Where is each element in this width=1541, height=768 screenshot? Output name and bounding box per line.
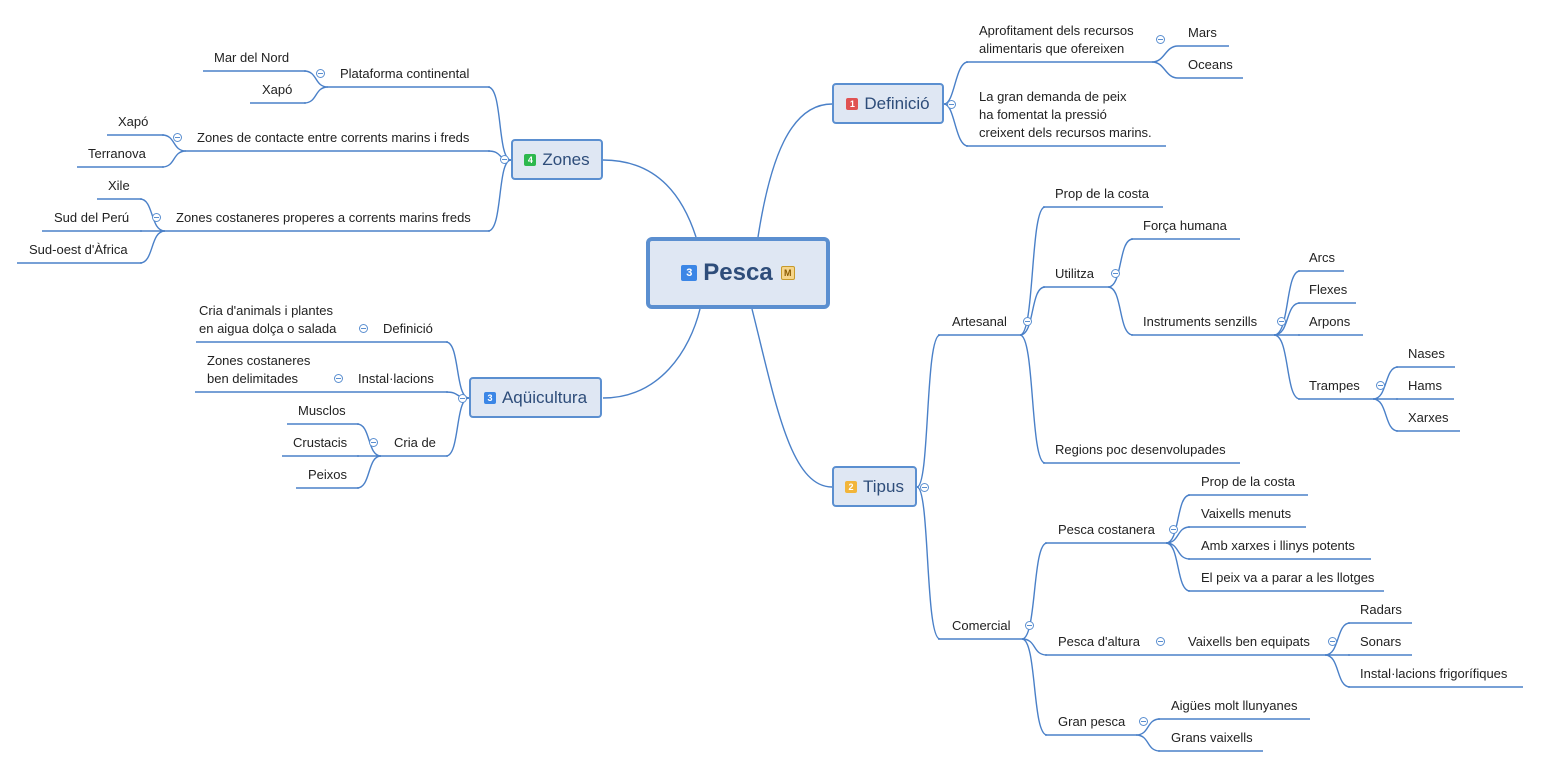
subtopic-line[interactable]: Zones costaneres	[207, 353, 311, 368]
topic-tipus[interactable]: 2 Tipus	[832, 466, 917, 507]
collapse-icon[interactable]	[152, 213, 161, 222]
central-topic-label: Pesca	[703, 259, 773, 286]
collapse-icon[interactable]	[359, 324, 368, 333]
subtopic-line[interactable]: alimentaris que ofereixen	[979, 41, 1125, 56]
topic-label: Zones	[542, 149, 590, 169]
collapse-icon[interactable]	[1169, 525, 1178, 534]
subtopic-line[interactable]: ha fomentat la pressió	[979, 107, 1107, 122]
topic-zones[interactable]: 4 Zones	[511, 139, 603, 180]
subtopic-regions[interactable]: Regions poc desenvolupades	[1055, 442, 1226, 457]
subtopic-c-peix[interactable]: El peix va a parar a les llotges	[1201, 570, 1375, 585]
collapse-icon[interactable]	[334, 374, 343, 383]
subtopic-plataforma[interactable]: Plataforma continental	[340, 66, 470, 81]
collapse-icon[interactable]	[1277, 317, 1286, 326]
subtopic-artesanal[interactable]: Artesanal	[952, 314, 1007, 329]
subtopic-africa[interactable]: Sud-oest d'Àfrica	[29, 242, 128, 257]
subtopic-forca-humana[interactable]: Força humana	[1143, 218, 1227, 233]
subtopic-peru[interactable]: Sud del Perú	[54, 210, 130, 225]
subtopic-line[interactable]: en aigua dolça o salada	[199, 321, 337, 336]
subtopic-xarxes[interactable]: Xarxes	[1408, 410, 1449, 425]
topic-label: Aqüicultura	[501, 387, 588, 407]
priority-badge-icon: 2	[845, 480, 858, 493]
subtopic-peixos[interactable]: Peixos	[308, 467, 348, 482]
subtopic-arcs[interactable]: Arcs	[1309, 250, 1335, 265]
topic-aquicultura[interactable]: 3 Aqüicultura	[469, 377, 602, 418]
subtopic-sonars[interactable]: Sonars	[1360, 634, 1402, 649]
subtopic-definicio[interactable]: Definició	[383, 321, 433, 336]
subtopic-grans-vaixells[interactable]: Grans vaixells	[1171, 730, 1253, 745]
subtopic-line[interactable]: Aprofitament dels recursos	[979, 23, 1134, 38]
subtopic-c-vaixells[interactable]: Vaixells menuts	[1201, 506, 1292, 521]
subtopic-xapo[interactable]: Xapó	[118, 114, 149, 129]
subtopic-comercial[interactable]: Comercial	[952, 618, 1011, 633]
collapse-icon[interactable]	[1156, 35, 1165, 44]
priority-badge-icon: 1	[846, 97, 859, 110]
topic-definicio[interactable]: 1 Definició	[832, 83, 944, 124]
collapse-icon[interactable]	[1328, 637, 1337, 646]
topic-label: Tipus	[863, 476, 904, 496]
collapse-icon[interactable]	[500, 155, 509, 164]
subtopic-musclos[interactable]: Musclos	[298, 403, 346, 418]
central-topic-pesca[interactable]: 3 Pesca M	[646, 237, 830, 309]
subtopic-aigues[interactable]: Aigües molt llunyanes	[1171, 698, 1298, 713]
subtopic-xile[interactable]: Xile	[108, 178, 130, 193]
subtopic-utilitza[interactable]: Utilitza	[1055, 266, 1095, 281]
collapse-icon[interactable]	[1025, 621, 1034, 630]
subtopic-terranova[interactable]: Terranova	[88, 146, 146, 161]
subtopic-pesca-costanera[interactable]: Pesca costanera	[1058, 522, 1155, 537]
priority-badge-icon: 3	[681, 265, 698, 281]
collapse-icon[interactable]	[920, 483, 929, 492]
subtopic-mar-nord[interactable]: Mar del Nord	[214, 50, 290, 65]
subtopic-costaneres[interactable]: Zones costaneres properes a corrents mar…	[176, 210, 471, 225]
collapse-icon[interactable]	[1111, 269, 1120, 278]
subtopic-mars[interactable]: Mars	[1188, 25, 1217, 40]
subtopic-gran-pesca[interactable]: Gran pesca	[1058, 714, 1126, 729]
collapse-icon[interactable]	[1156, 637, 1165, 646]
subtopic-c-prop[interactable]: Prop de la costa	[1201, 474, 1295, 489]
subtopic-prop-costa[interactable]: Prop de la costa	[1055, 186, 1149, 201]
subtopic-c-amb[interactable]: Amb xarxes i llinys potents	[1201, 538, 1355, 553]
topic-label: Definició	[864, 93, 930, 113]
subtopic-vaixells-equipats[interactable]: Vaixells ben equipats	[1188, 634, 1310, 649]
collapse-icon[interactable]	[316, 69, 325, 78]
collapse-icon[interactable]	[1023, 317, 1032, 326]
subtopic-frigorifiques[interactable]: Instal·lacions frigorífiques	[1360, 666, 1508, 681]
subtopic-radars[interactable]: Radars	[1360, 602, 1402, 617]
collapse-icon[interactable]	[173, 133, 182, 142]
subtopic-flexes[interactable]: Flexes	[1309, 282, 1348, 297]
subtopic-xapo[interactable]: Xapó	[262, 82, 293, 97]
subtopic-arpons[interactable]: Arpons	[1309, 314, 1351, 329]
collapse-icon[interactable]	[369, 438, 378, 447]
subtopic-line[interactable]: ben delimitades	[207, 371, 299, 386]
marker-icon: M	[780, 266, 795, 280]
collapse-icon[interactable]	[1139, 717, 1148, 726]
subtopic-hams[interactable]: Hams	[1408, 378, 1442, 393]
subtopic-nases[interactable]: Nases	[1408, 346, 1445, 361]
subtopic-cria-de[interactable]: Cria de	[394, 435, 436, 450]
subtopic-trampes[interactable]: Trampes	[1309, 378, 1360, 393]
collapse-icon[interactable]	[458, 394, 467, 403]
subtopic-line[interactable]: La gran demanda de peix	[979, 89, 1127, 104]
subtopic-oceans[interactable]: Oceans	[1188, 57, 1233, 72]
subtopic-line[interactable]: Cria d'animals i plantes	[199, 303, 333, 318]
collapse-icon[interactable]	[1376, 381, 1385, 390]
priority-badge-icon: 4	[524, 153, 537, 166]
subtopic-installacions[interactable]: Instal·lacions	[358, 371, 434, 386]
subtopic-line[interactable]: creixent dels recursos marins.	[979, 125, 1152, 140]
subtopic-pesca-altura[interactable]: Pesca d'altura	[1058, 634, 1140, 649]
subtopic-instruments[interactable]: Instruments senzills	[1143, 314, 1258, 329]
subtopic-contacte[interactable]: Zones de contacte entre corrents marins …	[197, 130, 470, 145]
priority-badge-icon: 3	[483, 391, 496, 404]
collapse-icon[interactable]	[947, 100, 956, 109]
subtopic-crustacis[interactable]: Crustacis	[293, 435, 348, 450]
